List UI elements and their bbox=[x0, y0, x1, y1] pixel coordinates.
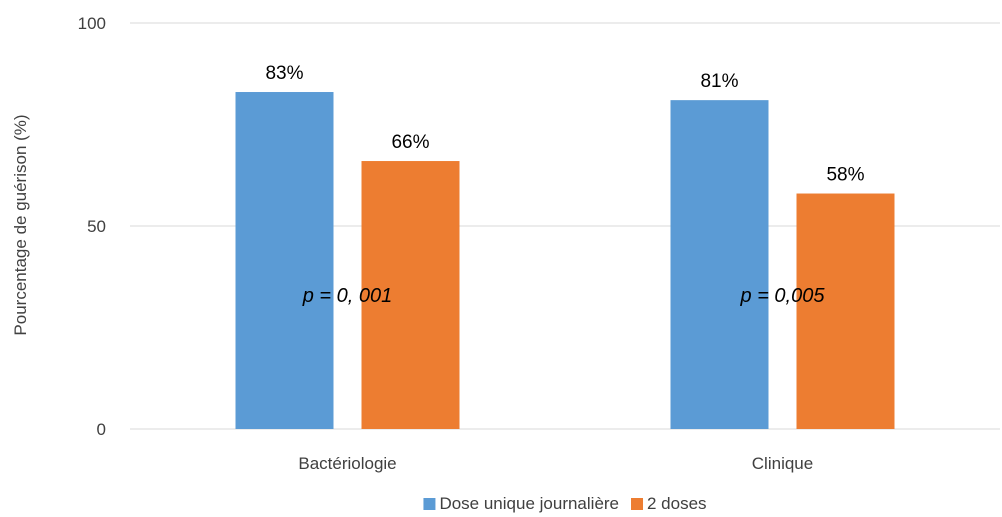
x-category-label: Bactériologie bbox=[298, 454, 396, 473]
legend-label: Dose unique journalière bbox=[439, 494, 619, 513]
legend-label: 2 doses bbox=[647, 494, 707, 513]
annotations: p = 0, 001 p = 0,005 bbox=[302, 285, 826, 307]
y-tick-label: 0 bbox=[97, 420, 106, 439]
legend-swatch bbox=[423, 498, 436, 510]
p-value-annotation: p = 0,005 bbox=[740, 285, 826, 307]
data-label: 83% bbox=[265, 63, 303, 84]
legend-item: 2 doses bbox=[631, 494, 707, 513]
bar bbox=[235, 92, 334, 430]
data-label: 66% bbox=[391, 132, 429, 153]
legend-swatch bbox=[631, 498, 644, 510]
x-category-label: Clinique bbox=[752, 454, 813, 473]
x-axis-categories: Bactériologie Clinique bbox=[298, 454, 813, 473]
legend-item: Dose unique journalière bbox=[423, 494, 619, 513]
y-axis-ticks: 0 50 100 bbox=[78, 14, 106, 439]
bars bbox=[235, 92, 895, 430]
y-tick-label: 50 bbox=[87, 217, 106, 236]
y-tick-label: 100 bbox=[78, 14, 106, 33]
y-axis-title: Pourcentage de guérison (%) bbox=[11, 114, 30, 335]
data-labels: 83% 66% 81% 58% bbox=[265, 63, 864, 186]
data-label: 58% bbox=[826, 165, 864, 186]
bar bbox=[670, 100, 769, 429]
bar bbox=[361, 161, 460, 430]
bar bbox=[796, 193, 895, 429]
data-label: 81% bbox=[700, 71, 738, 92]
legend: Dose unique journalière 2 doses bbox=[423, 494, 707, 513]
p-value-annotation: p = 0, 001 bbox=[302, 285, 393, 307]
